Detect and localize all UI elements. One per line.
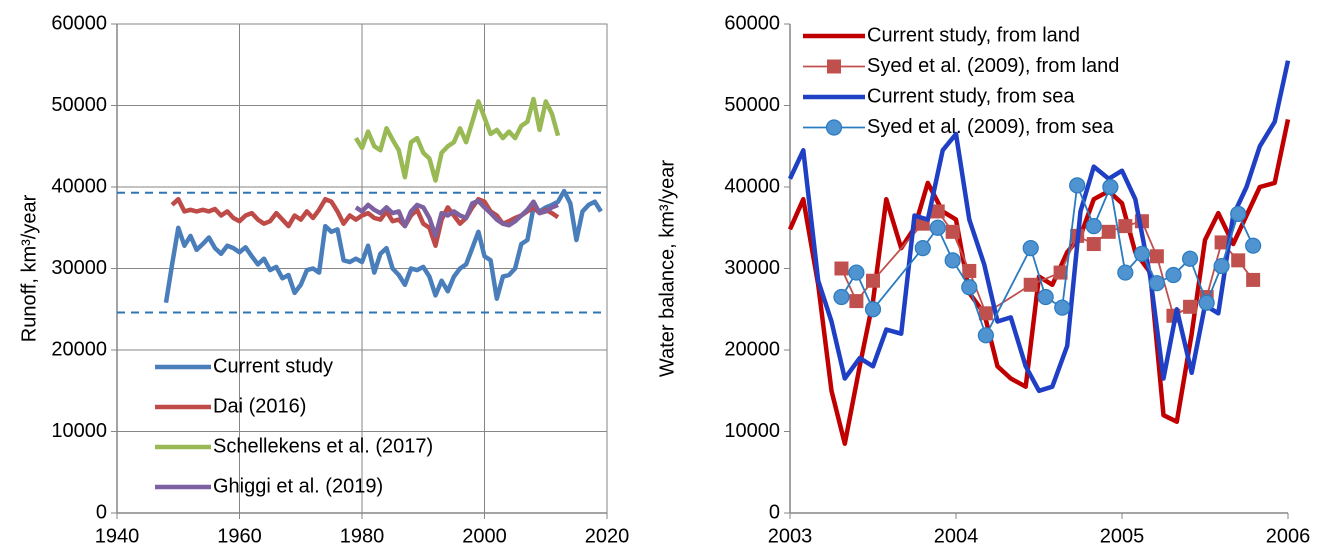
marker — [1037, 288, 1054, 306]
marker — [977, 327, 994, 344]
series-line — [163, 188, 603, 304]
x-tick-label: 2004 — [934, 525, 979, 547]
marker — [1086, 237, 1101, 252]
marker — [833, 288, 850, 306]
marker — [848, 264, 865, 281]
marker — [961, 279, 978, 296]
marker — [944, 252, 961, 269]
legend-marker — [827, 59, 841, 74]
marker — [930, 204, 945, 219]
x-tick-label: 1980 — [340, 525, 385, 547]
chart-panel: 0 10000 20000 30000 40000 50000 60000 1940 1960 1… — [18, 12, 629, 547]
marker — [1054, 299, 1071, 316]
marker — [834, 261, 849, 276]
y-tick-label: 30000 — [724, 257, 780, 279]
marker — [945, 224, 960, 239]
y-axis-label: Water balance, km³/year — [656, 160, 678, 377]
x-tick-label: 1960 — [217, 525, 262, 547]
y-tick-label: 0 — [769, 501, 780, 523]
marker — [1246, 272, 1261, 287]
marker — [1102, 178, 1119, 196]
x-tick-label: 2020 — [585, 525, 630, 547]
legend-label: Current study — [213, 355, 333, 377]
y-tick-label: 40000 — [51, 175, 107, 197]
y-tick-label: 10000 — [51, 420, 107, 442]
x-tick-label: 2006 — [1266, 525, 1311, 547]
y-axis-label: Runoff, km³/year — [18, 194, 40, 342]
marker — [1231, 253, 1246, 268]
y-tick-label: 50000 — [51, 94, 107, 116]
legend-label: Schellekens et al. (2017) — [213, 435, 433, 457]
y-tick-label: 60000 — [51, 12, 107, 34]
marker — [978, 306, 993, 321]
marker — [1245, 237, 1262, 254]
marker — [1022, 240, 1039, 257]
marker — [1053, 265, 1068, 280]
y-tick-label: 30000 — [51, 257, 107, 279]
y-tick-label: 60000 — [724, 12, 780, 34]
marker — [1165, 266, 1182, 284]
marker — [849, 294, 864, 309]
series-line — [354, 198, 559, 239]
marker — [1183, 299, 1198, 314]
marker — [1148, 275, 1165, 292]
marker — [864, 301, 882, 318]
y-tick-label: 40000 — [724, 175, 780, 197]
y-tick-label: 20000 — [724, 338, 780, 360]
legend-label: Syed et al. (2009), from land — [867, 55, 1119, 77]
marker — [914, 240, 931, 257]
legend-label: Ghiggi et al. (2019) — [213, 475, 383, 497]
y-tick-label: 0 — [96, 501, 107, 523]
chart-panel: 0 10000 20000 30000 40000 50000 60000 2003 2004 2… — [656, 12, 1310, 547]
y-tick-label: 10000 — [724, 420, 780, 442]
legend-label: Current study, from land — [867, 24, 1080, 46]
marker — [1230, 205, 1247, 222]
marker — [1181, 250, 1199, 267]
marker — [1118, 219, 1133, 234]
x-tick-label: 2000 — [462, 525, 507, 547]
legend-label: Dai (2016) — [213, 395, 306, 417]
x-tick-label: 1940 — [95, 525, 140, 547]
marker — [1085, 218, 1102, 235]
x-tick-label: 2003 — [768, 525, 813, 547]
marker — [1117, 264, 1134, 281]
legend-label: Syed et al. (2009), from sea — [867, 116, 1115, 138]
series-line — [353, 96, 561, 183]
y-tick-label: 50000 — [724, 94, 780, 116]
marker — [962, 263, 977, 278]
marker — [1149, 249, 1164, 264]
marker — [1214, 235, 1229, 250]
legend-label: Current study, from sea — [867, 85, 1075, 107]
marker — [1023, 277, 1038, 292]
marker — [929, 219, 946, 236]
marker — [1213, 257, 1230, 275]
marker — [1101, 224, 1116, 239]
x-tick-label: 2005 — [1100, 525, 1145, 547]
legend-marker — [825, 119, 843, 136]
marker — [1198, 294, 1215, 311]
marker — [866, 273, 880, 288]
marker — [1133, 245, 1151, 262]
y-tick-label: 20000 — [51, 338, 107, 360]
marker — [1069, 177, 1086, 194]
